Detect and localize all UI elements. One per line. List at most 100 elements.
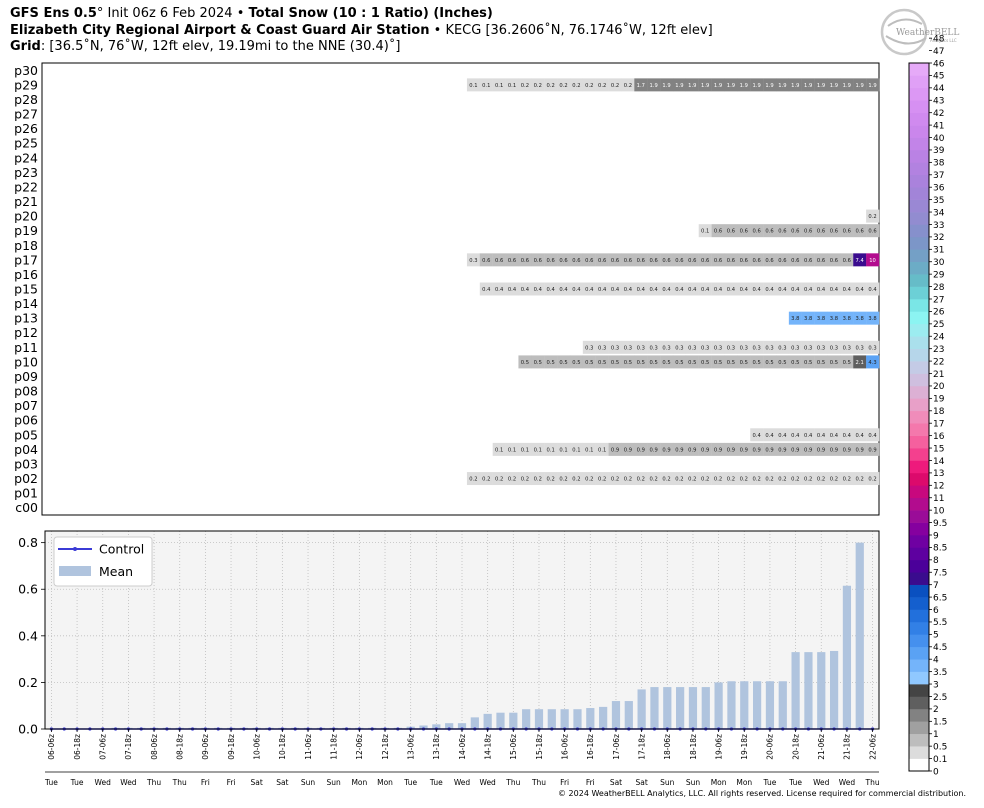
cell-value-label: 0.6 — [778, 229, 786, 235]
member-label: p04 — [14, 442, 38, 457]
cell-value-label: 0.4 — [868, 287, 877, 293]
cell-value-label: 0.9 — [624, 447, 632, 453]
cell-value-label: 1.9 — [856, 83, 864, 89]
heatmap-cell — [518, 472, 532, 486]
colorbar-segment — [909, 311, 929, 325]
heatmap-cell — [724, 340, 738, 354]
cell-value-label: 0.6 — [559, 258, 567, 264]
cell-value-label: 1.9 — [662, 83, 670, 89]
cell-value-label: 0.4 — [830, 287, 839, 293]
colorbar-segment — [909, 261, 929, 275]
member-label: p14 — [14, 296, 38, 311]
heatmap-cell — [737, 282, 751, 296]
cell-value-label: 3.8 — [804, 316, 812, 322]
heatmap-cell — [763, 78, 777, 92]
heatmap-cell — [827, 340, 841, 354]
x-tick-label: 08-18z — [176, 734, 185, 760]
colorbar-segment — [909, 224, 929, 238]
heatmap-cell — [750, 442, 764, 456]
colorbar-segment — [909, 385, 929, 399]
heatmap-cell — [621, 472, 635, 486]
heatmap-cell — [647, 472, 661, 486]
heatmap-cell — [866, 428, 880, 442]
colorbar-segment — [909, 249, 929, 263]
heatmap-cell — [788, 442, 802, 456]
cell-value-label: 4.3 — [868, 360, 876, 366]
heatmap-cell — [853, 282, 867, 296]
heatmap-cell — [647, 253, 661, 267]
member-label: p21 — [14, 194, 38, 209]
heatmap-cell — [814, 472, 828, 486]
cell-value-label: 0.9 — [765, 447, 773, 453]
cell-value-label: 1.7 — [637, 83, 645, 89]
cell-value-label: 0.2 — [868, 477, 876, 483]
cell-value-label: 0.6 — [727, 258, 735, 264]
colorbar-label: 14 — [933, 457, 945, 467]
day-label: Wed — [95, 778, 112, 787]
x-tick-label: 11-06z — [304, 734, 313, 760]
day-label: Tue — [429, 778, 443, 787]
cell-value-label: 0.9 — [791, 447, 799, 453]
cell-value-label: 0.3 — [727, 345, 735, 351]
heatmap-cell — [711, 282, 725, 296]
cell-value-label: 0.4 — [791, 433, 800, 439]
heatmap-cell — [724, 355, 738, 369]
heatmap-cell — [827, 253, 841, 267]
cell-value-label: 7.4 — [856, 258, 865, 264]
heatmap-cell — [840, 340, 854, 354]
heatmap-cell — [737, 340, 751, 354]
heatmap-cell — [557, 472, 571, 486]
y-tick-label: 0.2 — [18, 675, 38, 690]
mean-bar — [445, 723, 454, 729]
heatmap-cell — [814, 282, 828, 296]
cell-value-label: 1.9 — [868, 83, 876, 89]
heatmap-cell — [853, 428, 867, 442]
cell-value-label: 0.4 — [521, 287, 530, 293]
heatmap-cell — [840, 442, 854, 456]
cell-value-label: 0.5 — [830, 360, 838, 366]
header-line-2: Elizabeth City Regional Airport & Coast … — [10, 23, 713, 40]
mean-bar — [676, 687, 685, 729]
mean-bar — [778, 681, 787, 729]
mean-bar — [804, 652, 813, 729]
heatmap-cell — [660, 355, 674, 369]
cell-value-label: 0.2 — [778, 477, 786, 483]
x-tick-label: 13-18z — [432, 734, 441, 760]
heatmap-cell — [724, 224, 738, 238]
heatmap-cell — [647, 340, 661, 354]
mean-bar-panel: 0.0 0.2 0.4 0.6 0.8 Control Mean 06-06z Tue 06-18… — [18, 530, 880, 787]
cell-value-label: 0.2 — [521, 83, 529, 89]
colorbar-label: 38 — [933, 159, 945, 169]
weatherbell-logo: WeatherBELL Analytics LLC — [880, 8, 959, 56]
day-label: Thu — [505, 778, 520, 787]
member-label: p26 — [14, 121, 38, 136]
cell-value-label: 0.2 — [753, 477, 761, 483]
cell-value-label: 0.9 — [714, 447, 722, 453]
colorbar-segment — [909, 410, 929, 424]
heatmap-cell — [685, 253, 699, 267]
cell-value-label: 1.9 — [843, 83, 851, 89]
colorbar-segment — [909, 696, 929, 710]
mean-bar — [637, 689, 646, 729]
heatmap-cell — [492, 472, 506, 486]
cell-value-label: 0.6 — [508, 258, 516, 264]
cell-value-label: 0.9 — [662, 447, 670, 453]
member-label: p19 — [14, 223, 38, 238]
colorbar-label: 47 — [933, 47, 944, 57]
cell-value-label: 0.2 — [521, 477, 529, 483]
cell-value-label: 0.3 — [701, 345, 709, 351]
cell-value-label: 0.6 — [817, 258, 825, 264]
header-line-1: GFS Ens 0.5° Init 06z 6 Feb 2024 • Total… — [10, 6, 713, 23]
heatmap-cell — [788, 340, 802, 354]
colorbar-label: 1.5 — [933, 718, 947, 728]
heatmap-cell — [711, 340, 725, 354]
y-tick-label: 0.8 — [18, 535, 38, 550]
heatmap-cell — [866, 340, 880, 354]
cell-value-label: 0.4 — [559, 287, 568, 293]
heatmap-cell — [827, 442, 841, 456]
heatmap-cell — [788, 253, 802, 267]
heatmap-cell — [724, 78, 738, 92]
colorbar-segment — [909, 634, 929, 648]
heatmap-cell — [801, 224, 815, 238]
heatmap-cell — [569, 442, 584, 456]
